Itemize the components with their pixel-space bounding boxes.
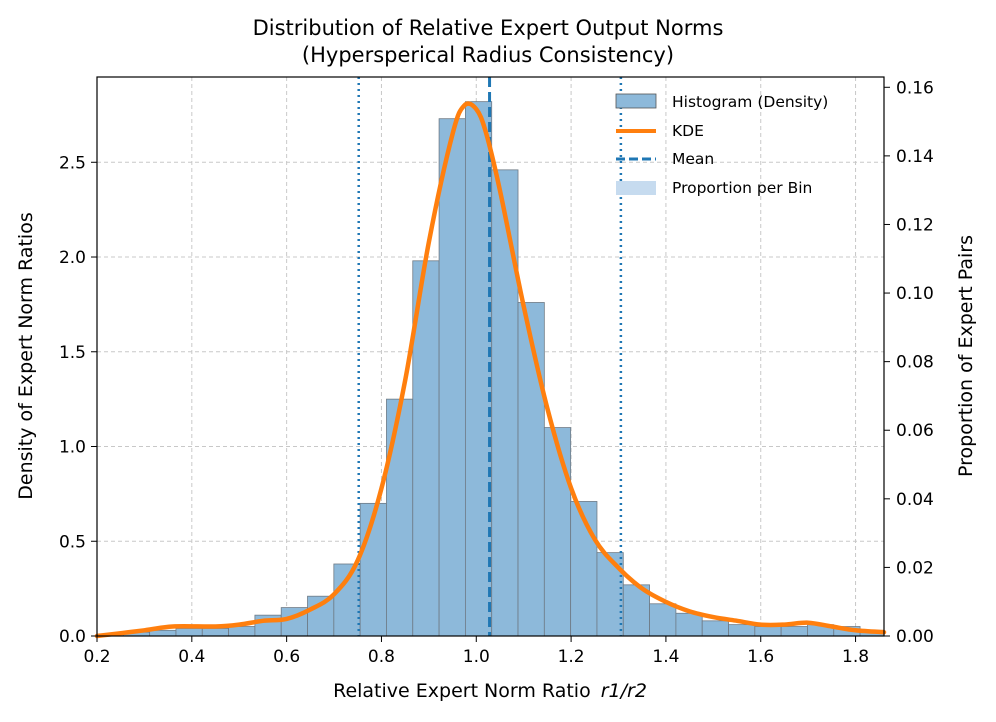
histogram-bar (175, 628, 203, 637)
histogram-bar (543, 427, 572, 637)
y2-tick-label: 0.10 (896, 284, 934, 304)
kde-layer (94, 101, 887, 639)
histogram-bar (754, 626, 782, 637)
histogram-bar (333, 563, 361, 637)
y2-tick-label: 0.00 (896, 627, 934, 647)
legend-swatch-histogram (615, 93, 657, 109)
histogram-bar (386, 398, 414, 637)
legend: Histogram (Density) KDE Mean Proportion … (615, 93, 828, 197)
y2-axis-label: Proportion of Expert Pairs (955, 235, 977, 477)
legend-swatch-proportion (616, 181, 656, 195)
y2-tick-label: 0.04 (896, 490, 934, 510)
histogram-bar (701, 620, 729, 637)
histogram-bar (438, 118, 466, 637)
histogram-bar (464, 101, 493, 637)
histogram-bar (596, 552, 624, 637)
histogram-bar (649, 603, 677, 637)
histogram-bars (96, 101, 885, 637)
chart-title: Distribution of Relative Expert Output N… (253, 16, 724, 40)
x-tick-label: 1.0 (463, 647, 490, 667)
y2-tick-label: 0.06 (896, 421, 934, 441)
x-axis-ticks: 0.2 0.4 0.6 0.8 1.0 1.2 1.4 1.6 1.8 (83, 636, 869, 667)
x-tick-label: 0.4 (178, 647, 205, 667)
legend-label-mean: Mean (672, 150, 714, 168)
y2-tick-label: 0.16 (896, 78, 934, 98)
y2-tick-label: 0.08 (896, 353, 934, 373)
reference-lines (357, 77, 623, 636)
histogram-bar (780, 626, 808, 637)
x-tick-label: 1.2 (558, 647, 585, 667)
histogram-bar (517, 302, 545, 637)
histogram-bar (675, 612, 703, 637)
y-tick-label: 2.5 (59, 153, 86, 173)
y2-axis-ticks: 0.00 0.02 0.04 0.06 0.08 0.10 0.12 0.14 0.16 (884, 78, 934, 647)
x-tick-label: 0.6 (273, 647, 300, 667)
plot-frame (96, 76, 885, 637)
histogram-bar (359, 502, 387, 637)
y-axis-label: Density of Expert Norm Ratios (15, 212, 37, 499)
y-tick-label: 0.5 (59, 532, 86, 552)
x-tick-label: 1.6 (747, 647, 774, 667)
y-axis-ticks: 0.0 0.5 1.0 1.5 2.0 2.5 (59, 153, 97, 647)
legend-label-kde: KDE (672, 122, 704, 140)
y2-tick-label: 0.02 (896, 558, 934, 578)
x-tick-label: 1.8 (842, 647, 869, 667)
y2-tick-label: 0.14 (896, 147, 934, 167)
y2-tick-label: 0.12 (896, 215, 934, 235)
histogram-bar (728, 624, 756, 637)
x-axis-label-math: r1/r2 (601, 680, 647, 702)
y-tick-label: 2.0 (59, 248, 86, 268)
y-tick-label: 1.0 (59, 438, 86, 458)
x-tick-label: 0.8 (368, 647, 395, 667)
histogram-bar (201, 628, 229, 637)
histogram-bar (622, 584, 650, 637)
x-tick-label: 1.4 (652, 647, 679, 667)
legend-label-histogram: Histogram (Density) (672, 93, 828, 111)
histogram-bar (570, 501, 598, 637)
y-tick-label: 0.0 (59, 627, 86, 647)
chart-subtitle: (Hypersperical Radius Consistency) (302, 43, 674, 67)
kde-curve (94, 101, 887, 639)
histogram-bar (228, 626, 256, 637)
x-axis-label: Relative Expert Norm Ratio r1/r2 (333, 680, 647, 702)
x-axis-label-text: Relative Expert Norm Ratio (333, 680, 591, 702)
histogram-bar (491, 169, 519, 637)
legend-label-proportion: Proportion per Bin (672, 179, 812, 197)
y-tick-label: 1.5 (59, 343, 86, 363)
x-tick-label: 0.2 (83, 647, 110, 667)
